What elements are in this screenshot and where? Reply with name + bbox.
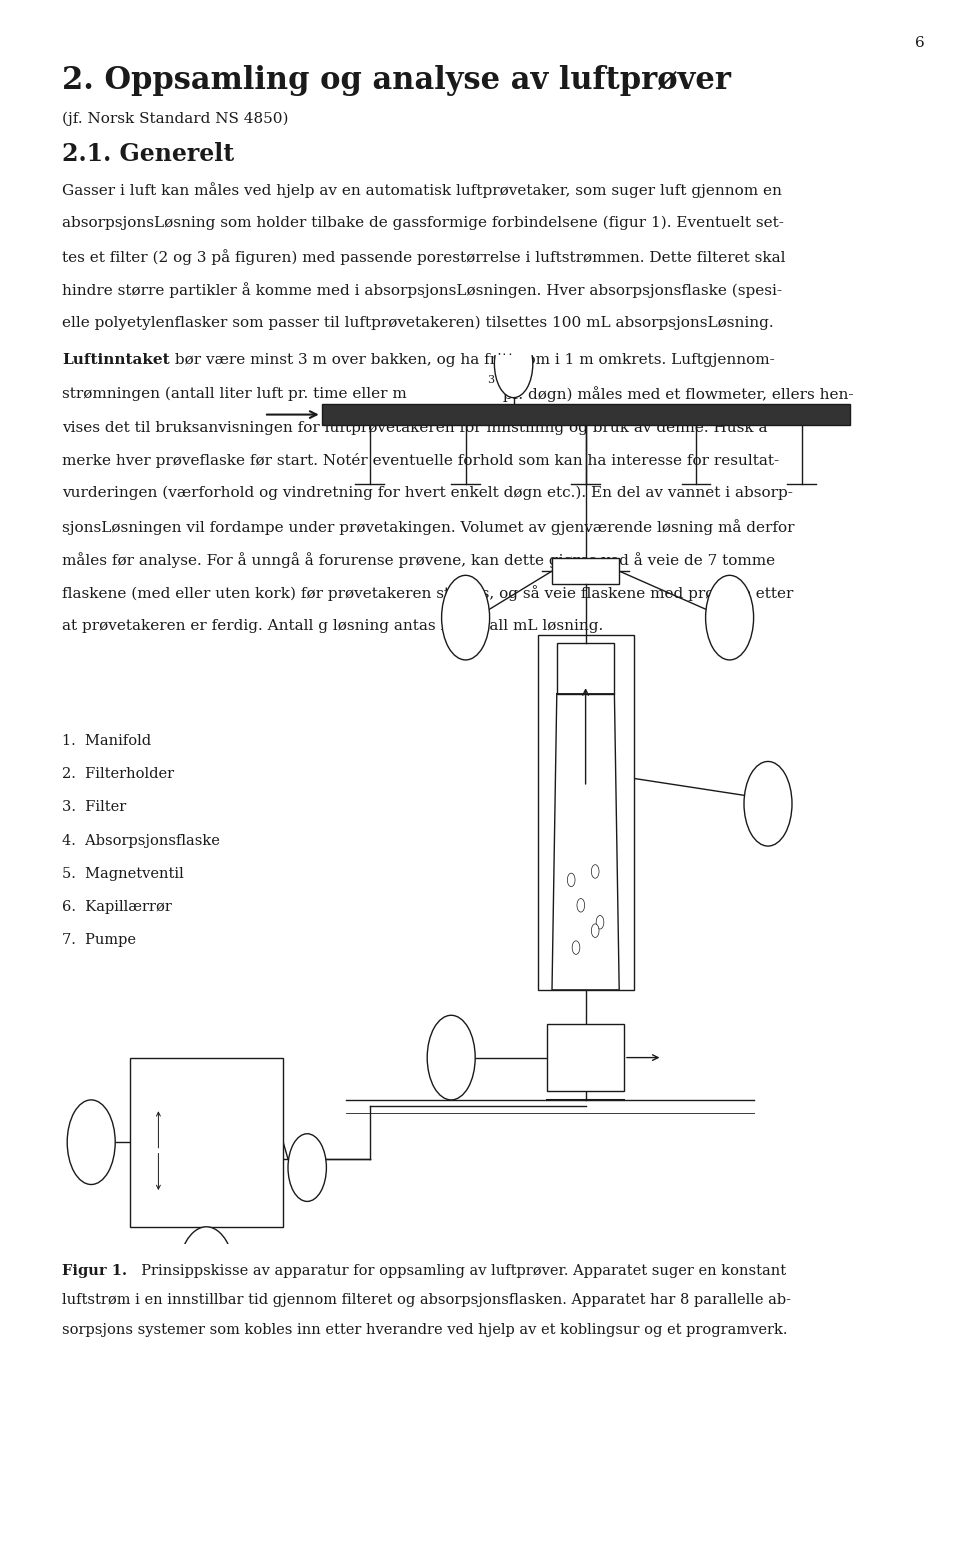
Bar <box>538 635 634 990</box>
Text: Prinsippskisse av apparatur for oppsamling av luftprøver. Apparatet suger en kon: Prinsippskisse av apparatur for oppsamli… <box>132 1264 785 1278</box>
Circle shape <box>288 1134 326 1202</box>
Text: flaskene (med eller uten kork) før prøvetakeren startes, og så veie flaskene med: flaskene (med eller uten kork) før prøve… <box>62 586 794 601</box>
Circle shape <box>591 865 599 878</box>
Text: 2. Oppsamling og analyse av luftprøver: 2. Oppsamling og analyse av luftprøver <box>62 65 732 96</box>
Text: hindre større partikler å komme med i absorpsjonsLøsningen. Hver absorpsjonsflas: hindre større partikler å komme med i ab… <box>62 281 782 298</box>
Text: luftstrøm i en innstillbar tid gjennom filteret og absorpsjonsflasken. Apparatet: luftstrøm i en innstillbar tid gjennom f… <box>62 1293 791 1307</box>
Text: 3: 3 <box>488 375 494 385</box>
Circle shape <box>178 1227 235 1329</box>
Circle shape <box>572 941 580 955</box>
Text: Figur 1.: Figur 1. <box>62 1264 128 1278</box>
Text: tes et filter (2 og 3 på figuren) med passende porestørrelse i luftstrømmen. Det: tes et filter (2 og 3 på figuren) med pa… <box>62 249 786 264</box>
Text: 7.  Pumpe: 7. Pumpe <box>62 933 136 947</box>
Circle shape <box>596 916 604 929</box>
Circle shape <box>706 575 754 660</box>
Text: 5: 5 <box>447 1051 455 1065</box>
Text: absorpsjonsLøsning som holder tilbake de gassformige forbindelsene (figur 1). Ev: absorpsjonsLøsning som holder tilbake de… <box>62 215 784 230</box>
Text: 5.  Magnetventil: 5. Magnetventil <box>62 867 184 881</box>
Circle shape <box>591 924 599 938</box>
Text: sorpsjons systemer som kobles inn etter hverandre ved hjelp av et koblingsur og : sorpsjons systemer som kobles inn etter … <box>62 1323 788 1336</box>
Text: Luftinntaket: Luftinntaket <box>62 352 170 368</box>
Text: (jf. Norsk Standard NS 4850): (jf. Norsk Standard NS 4850) <box>62 111 289 125</box>
Text: 3.  Filter: 3. Filter <box>62 800 127 814</box>
Text: 7: 7 <box>87 1136 95 1148</box>
Text: pr. døgn) måles med et flowmeter, ellers hen-: pr. døgn) måles med et flowmeter, ellers… <box>498 386 853 402</box>
Text: 3: 3 <box>726 612 733 624</box>
Text: 6: 6 <box>915 36 924 49</box>
Text: 1: 1 <box>510 357 517 371</box>
Text: 2.  Filterholder: 2. Filterholder <box>62 766 175 782</box>
Circle shape <box>567 873 575 887</box>
Bar <box>130 1058 283 1227</box>
Text: merke hver prøveflaske før start. Notér eventuelle forhold som kan ha interesse : merke hver prøveflaske før start. Notér … <box>62 453 780 468</box>
Text: vurderingen (værforhold og vindretning for hvert enkelt døgn etc.). En del av va: vurderingen (værforhold og vindretning f… <box>62 485 793 501</box>
Circle shape <box>494 331 533 397</box>
Text: vises det til bruksanvisningen for luftprøvetakeren for innstilling og bruk av d: vises det til bruksanvisningen for luftp… <box>62 419 768 436</box>
Text: Gasser i luft kan måles ved hjelp av en automatisk luftprøvetaker, som suger luf: Gasser i luft kan måles ved hjelp av en … <box>62 182 782 198</box>
Text: strømningen (antall liter luft pr. time eller m: strømningen (antall liter luft pr. time … <box>62 386 407 400</box>
Text: 6.  Kapillærrør: 6. Kapillærrør <box>62 899 172 915</box>
Circle shape <box>197 1261 216 1295</box>
Circle shape <box>427 1015 475 1100</box>
Text: elle polyetylenflasker som passer til luftprøvetakeren) tilsettes 100 mL absorps: elle polyetylenflasker som passer til lu… <box>62 315 774 329</box>
Circle shape <box>67 1100 115 1185</box>
Text: at prøvetakeren er ferdig. Antall g løsning antas lik antall mL løsning.: at prøvetakeren er ferdig. Antall g løsn… <box>62 618 604 633</box>
Circle shape <box>744 762 792 847</box>
Text: bør være minst 3 m over bakken, og ha fritt rom i 1 m omkrets. Luftgjennom-: bør være minst 3 m over bakken, og ha fr… <box>170 352 775 368</box>
Text: måles før analyse. For å unngå å forurense prøvene, kan dette gjøres ved å veie : måles før analyse. For å unngå å foruren… <box>62 552 776 569</box>
Text: 2.1. Generelt: 2.1. Generelt <box>62 142 234 167</box>
Text: 2: 2 <box>462 612 469 624</box>
Text: 4: 4 <box>764 797 772 810</box>
Bar <box>557 643 614 694</box>
Text: 6: 6 <box>303 1162 311 1173</box>
Text: 1.  Manifold: 1. Manifold <box>62 734 152 748</box>
Bar <box>322 403 850 425</box>
Circle shape <box>577 899 585 912</box>
Circle shape <box>442 575 490 660</box>
Text: 4.  Absorpsjonsflaske: 4. Absorpsjonsflaske <box>62 833 220 848</box>
Bar <box>547 1024 624 1091</box>
Bar <box>552 558 619 584</box>
Text: sjonsLøsningen vil fordampe under prøvetakingen. Volumet av gjenværende løsning : sjonsLøsningen vil fordampe under prøvet… <box>62 519 795 535</box>
